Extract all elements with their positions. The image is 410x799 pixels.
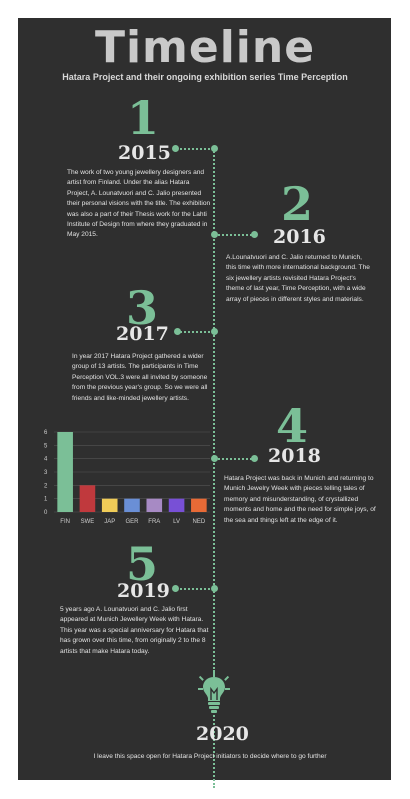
connector-2018 xyxy=(214,458,256,460)
entry-text: 5 years ago A. Lounatvuori and C. Jalio … xyxy=(60,606,209,655)
y-tick-label: 4 xyxy=(44,457,48,463)
page-title: Timeline xyxy=(94,22,316,73)
x-tick-label: FIN xyxy=(60,519,70,525)
entry-text: I leave this space open for Hatara Proje… xyxy=(93,753,327,760)
entry-year: 2017 xyxy=(116,323,169,345)
entry-number: 1 xyxy=(127,91,160,145)
x-tick-label: FRA xyxy=(148,519,160,525)
bar-fra xyxy=(146,498,163,512)
bar-jap xyxy=(101,498,118,512)
entry-number: 5 xyxy=(126,537,159,591)
x-tick-label: LV xyxy=(173,519,180,525)
connector-2019 xyxy=(176,588,214,590)
entry-number: 3 xyxy=(126,281,159,335)
page-subtitle: Hatara Project and their ongoing exhibit… xyxy=(62,72,348,82)
y-tick-label: 2 xyxy=(44,483,48,489)
x-tick-label: SWE xyxy=(81,519,95,525)
entry-text: A.Lounatvuori and C. Jalio returned to M… xyxy=(226,254,370,303)
dot-2017-left xyxy=(174,328,181,335)
y-tick-label: 0 xyxy=(44,510,48,516)
bar-swe xyxy=(79,485,96,512)
entry-year: 2019 xyxy=(117,580,170,602)
connector-2015 xyxy=(176,148,214,150)
y-tick-label: 5 xyxy=(44,443,48,449)
dot-2016-axis xyxy=(211,231,218,238)
x-tick-label: NED xyxy=(193,519,206,525)
dot-2015-axis xyxy=(211,145,218,152)
entry-text: The work of two young jewellery designer… xyxy=(67,169,211,239)
x-tick-label: JAP xyxy=(104,519,115,525)
timeline-axis xyxy=(213,148,215,788)
x-tick-label: GER xyxy=(125,519,139,525)
dot-2015-left xyxy=(172,145,179,152)
dot-2016-right xyxy=(251,231,258,238)
entry-year: 2015 xyxy=(118,142,171,164)
y-tick-label: 6 xyxy=(44,430,48,436)
bar-fin xyxy=(57,432,73,512)
connector-2017 xyxy=(176,331,214,333)
entry-year: 2016 xyxy=(273,226,326,248)
dot-2019-left xyxy=(172,585,179,592)
lightbulb-icon xyxy=(198,670,230,713)
entry-number: 2 xyxy=(281,177,314,231)
y-tick-label: 3 xyxy=(44,470,48,476)
infographic-panel xyxy=(18,18,391,780)
dot-2018-axis xyxy=(211,455,218,462)
entry-text: Hatara Project was back in Munich and re… xyxy=(224,475,376,524)
bar-ned xyxy=(191,498,207,512)
bar-lv xyxy=(168,498,185,512)
nationality-bar-chart: 0 1 2 3 4 5 6 FIN SWE JAP GER FRA LV NED xyxy=(44,430,210,525)
bar-ger xyxy=(124,498,140,512)
dot-2017-axis xyxy=(211,328,218,335)
connector-2016 xyxy=(214,234,256,236)
entry-year: 2018 xyxy=(268,445,321,467)
entry-year: 2020 xyxy=(196,723,249,745)
y-tick-label: 1 xyxy=(44,497,48,503)
entry-number: 4 xyxy=(276,399,309,453)
dot-2018-right xyxy=(251,455,258,462)
dot-2019-axis xyxy=(211,585,218,592)
entry-text: In year 2017 Hatara Project gathered a w… xyxy=(72,353,208,402)
